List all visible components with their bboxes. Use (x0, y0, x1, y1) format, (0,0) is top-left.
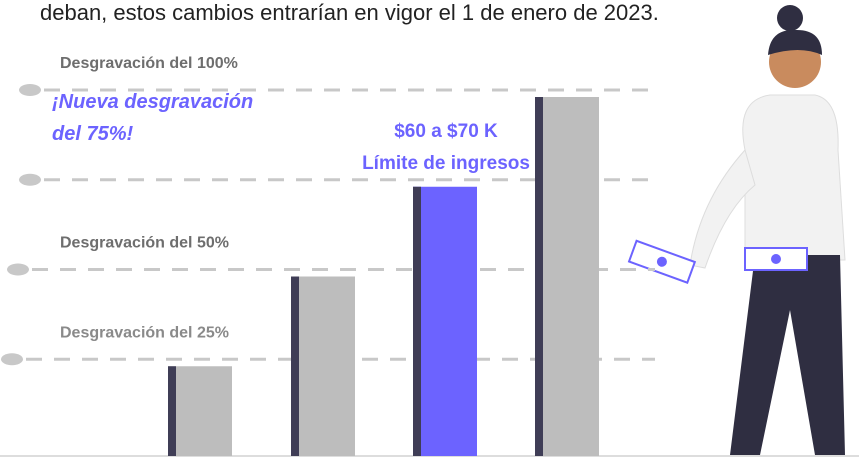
top-text: deban, estos cambios entrarían en vigor … (40, 0, 659, 25)
annotation: $60 a $70 K (394, 121, 498, 142)
tick-dot (7, 264, 29, 276)
annotation: Límite de ingresos (362, 153, 530, 174)
y-tick-label: del 75%! (52, 123, 133, 145)
y-tick-label: Desgravación del 25% (60, 324, 229, 341)
tick-dot (19, 174, 41, 186)
tick-dot (1, 353, 23, 365)
bar-edge (413, 187, 421, 456)
woman-illustration (629, 5, 845, 455)
bar (168, 366, 232, 456)
y-tick-label: ¡Nueva desgravación (52, 91, 253, 113)
page: deban, estos cambios entrarían en vigor … (0, 0, 859, 462)
chart: deban, estos cambios entrarían en vigor … (0, 0, 859, 462)
tick-dot (19, 84, 41, 96)
bar (413, 187, 477, 456)
y-tick-label: Desgravación del 100% (60, 55, 238, 72)
bar-edge (168, 366, 176, 456)
bar-edge (291, 277, 299, 457)
bar (291, 277, 355, 457)
y-tick-label: Desgravación del 50% (60, 235, 229, 252)
bar (535, 97, 599, 456)
bar-edge (535, 97, 543, 456)
